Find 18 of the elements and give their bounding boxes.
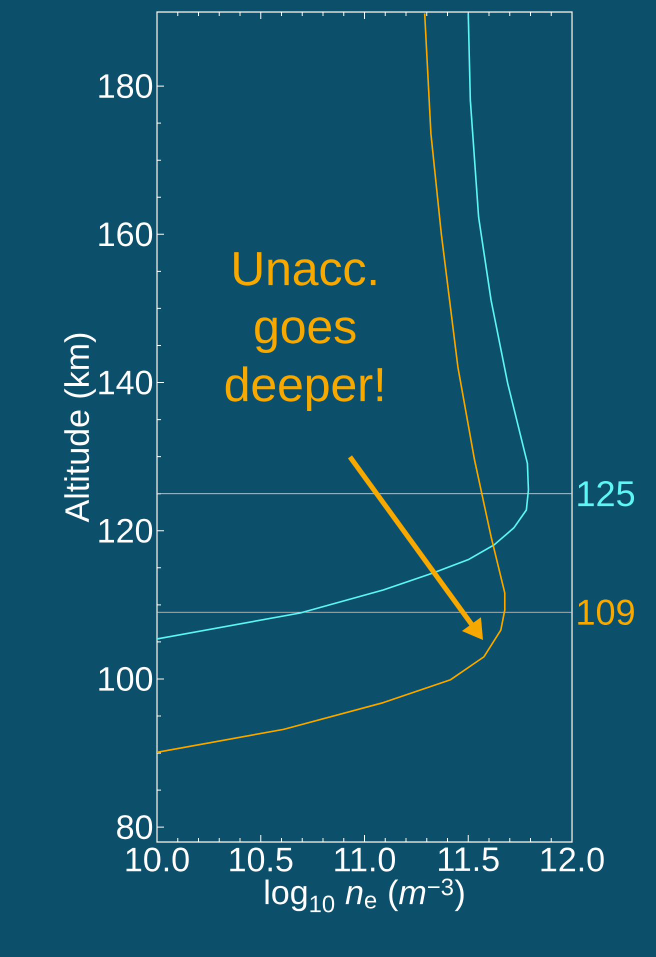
y-tick-label: 80 (117, 815, 152, 840)
y-tick-label: 120 (99, 518, 152, 543)
line-series (156, 12, 506, 754)
x-tick-label: 12.0 (542, 848, 604, 872)
ref-line-label: 125 (578, 480, 634, 506)
x-tick-label: 10.0 (126, 848, 189, 872)
x-tick-label: 11.0 (335, 848, 395, 872)
y-tick-label: 100 (99, 666, 152, 691)
ref-line-label: 109 (578, 600, 634, 625)
y-tick-label: 140 (99, 370, 152, 395)
x-axis-title: log$_{10}$ n$_{e}$ (m$^{−3}$) (266, 878, 464, 912)
y-axis-title: Altitude (km) (64, 334, 96, 522)
line-series (156, 12, 530, 640)
x-tick-label: 11.5 (439, 848, 499, 872)
y-tick-label: 160 (99, 222, 152, 246)
y-tick-label: 180 (99, 74, 152, 98)
x-tick-label: 10.5 (230, 848, 292, 872)
annotation: Unacc. goes deeper! (226, 252, 382, 412)
